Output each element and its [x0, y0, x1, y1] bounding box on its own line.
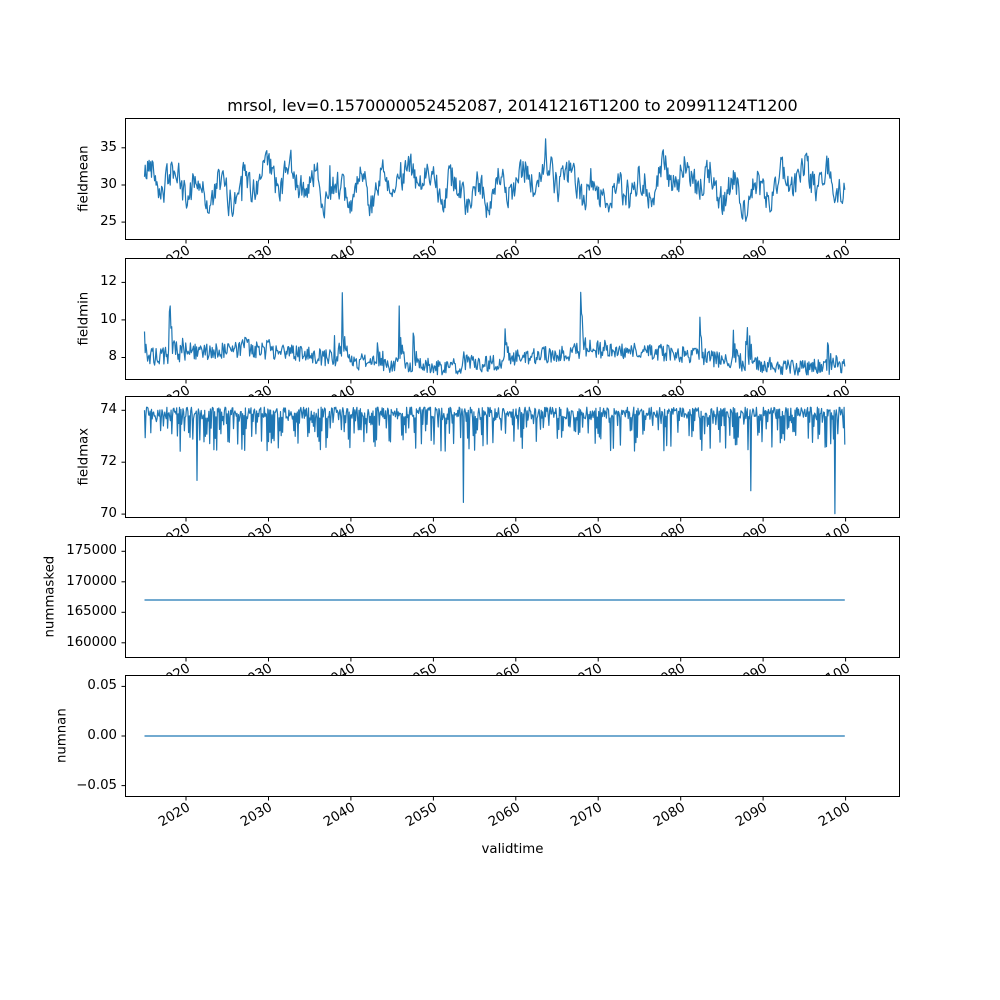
- subplot-numnan: −0.05 0.00 0.05 2020 2030 2040 2050 2060 2070 208…: [54, 675, 900, 830]
- data-line-fieldmax: [143, 406, 846, 515]
- x-tick-label: 2090: [733, 800, 771, 831]
- y-tick-label: 72: [100, 454, 117, 470]
- plot-area-fieldmin: [121, 258, 900, 384]
- figure-title: mrsol, lev=0.1570000052452087, 20141216T…: [227, 96, 798, 115]
- y-tick-label: 0.05: [87, 678, 117, 694]
- plot-area-numnan: [121, 675, 900, 801]
- plot-area-nummasked: [121, 536, 900, 662]
- y-axis-label-fieldmin: fieldmin: [76, 291, 92, 346]
- x-tick-label: 2030: [238, 800, 276, 831]
- y-tick-label: 12: [100, 274, 117, 290]
- y-tick-label: 25: [100, 214, 117, 230]
- plot-frame: [125, 258, 900, 380]
- x-axis-label: validtime: [481, 842, 544, 857]
- y-tick-label: −0.05: [76, 777, 117, 793]
- y-tick-label: 74: [100, 402, 117, 418]
- x-tick-label: 2020: [156, 800, 193, 831]
- y-axis-label-fieldmean: fieldmean: [76, 145, 92, 212]
- subplot-fieldmax: 7072742020203020402050206020702080209021…: [76, 396, 900, 551]
- plot-frame: [125, 118, 900, 240]
- y-tick-label: 8: [108, 349, 117, 365]
- plot-frame: [125, 536, 900, 658]
- subplot-nummasked: 1600001650001700001750002020203020402050…: [42, 536, 900, 691]
- x-tick-label: 2060: [485, 800, 523, 831]
- y-tick-label: 165000: [66, 604, 117, 620]
- y-tick-label: 10: [100, 311, 117, 327]
- x-tick-label: 2040: [321, 800, 358, 831]
- data-line-fieldmin: [143, 291, 846, 376]
- y-axis-label-numnan: numnan: [54, 708, 70, 764]
- y-axis-label-fieldmax: fieldmax: [76, 427, 92, 486]
- plot-frame: [125, 396, 900, 518]
- x-tick-label: 2070: [568, 800, 606, 831]
- y-tick-label: 175000: [66, 543, 117, 559]
- data-line-fieldmean: [143, 138, 846, 222]
- y-axis-label-nummasked: nummasked: [42, 555, 58, 638]
- y-tick-label: 0.00: [87, 728, 117, 743]
- plot-frame: [125, 675, 900, 797]
- subplot-fieldmean: 2530352020203020402050206020702080209021…: [76, 118, 900, 273]
- y-tick-label: 160000: [66, 634, 117, 650]
- y-tick-label: 35: [100, 139, 117, 155]
- y-tick-label: 170000: [66, 573, 117, 589]
- plot-area-fieldmean: [121, 118, 900, 244]
- x-tick-label: 2100: [815, 800, 853, 831]
- y-tick-label: 70: [100, 506, 117, 522]
- x-tick-label: 2080: [650, 800, 688, 831]
- x-tick-label: 2050: [403, 800, 441, 831]
- subplot-fieldmin: 8101220202030204020502060207020802090210…: [76, 258, 900, 413]
- y-tick-label: 30: [100, 176, 117, 192]
- plot-area-fieldmax: [121, 396, 900, 522]
